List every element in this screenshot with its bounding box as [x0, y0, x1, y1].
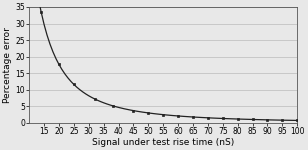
- Y-axis label: Percentage error: Percentage error: [3, 27, 12, 103]
- X-axis label: Signal under test rise time (nS): Signal under test rise time (nS): [92, 138, 234, 147]
